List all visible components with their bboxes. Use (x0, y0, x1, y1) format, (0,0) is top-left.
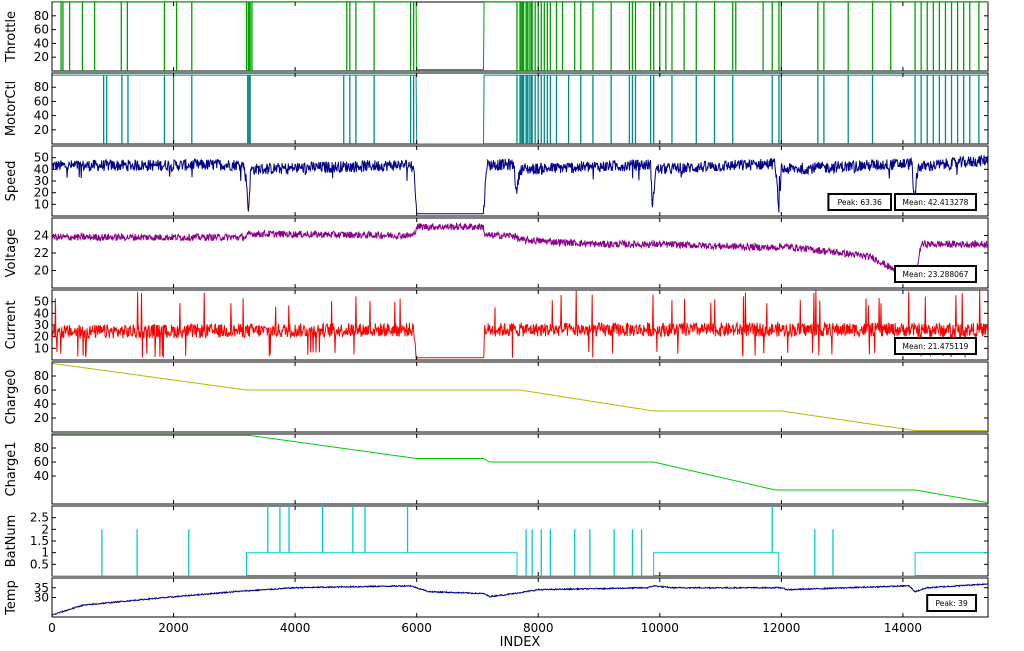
x-tick-label: 12000 (762, 621, 800, 635)
annotation-box (894, 265, 977, 283)
y-tick-label: 20 (34, 50, 49, 64)
y-tick-label: 40 (34, 36, 49, 50)
y-tick-label: 60 (34, 94, 49, 108)
y-tick-label: 80 (34, 80, 49, 94)
series-line (52, 154, 988, 215)
y-tick-label: 2 (41, 522, 49, 536)
series-group (52, 434, 988, 504)
annotation-label: Peak: 39 (935, 599, 967, 608)
annotation-box (827, 193, 893, 211)
y-tick-label: 60 (34, 455, 49, 469)
annotation-label: Mean: 42.413278 (903, 198, 969, 207)
series-group (52, 154, 988, 215)
y-tick-label: 20 (34, 264, 49, 278)
y-axis-label: MotorCtl (4, 81, 19, 136)
annotation-box (926, 594, 978, 612)
y-tick-label: 1.5 (30, 534, 49, 548)
y-axis-label: Charge1 (4, 442, 19, 497)
y-tick-label: 35 (34, 581, 49, 595)
series-group (52, 2, 988, 71)
series-group (52, 74, 988, 144)
y-tick-label: 30 (34, 318, 49, 332)
panel-voltage: 20 22 24 Voltage Mean: 23.288067 (4, 217, 989, 289)
series-line (52, 2, 988, 71)
x-tick-label: 4000 (280, 621, 311, 635)
y-tick-label: 0.5 (30, 557, 49, 571)
y-axis-label: Current (4, 301, 19, 350)
y-tick-label: 1 (41, 546, 49, 560)
y-tick-label: 10 (34, 341, 49, 355)
y-tick-label: 20 (34, 330, 49, 344)
y-tick-label: 20 (34, 123, 49, 137)
x-tick-label: 0 (48, 621, 56, 635)
series-line (52, 434, 988, 504)
y-axis-label: Throttle (4, 11, 19, 63)
x-tick-label: 8000 (523, 621, 554, 635)
y-tick-label: 30 (34, 174, 49, 188)
y-tick-label: 40 (34, 469, 49, 483)
annotation-label: Mean: 21.475119 (903, 342, 969, 351)
series-group (52, 506, 988, 576)
y-tick-label: 20 (34, 186, 49, 200)
y-tick-label: 20 (34, 411, 49, 425)
y-tick-label: 22 (34, 246, 49, 260)
y-tick-label: 24 (34, 229, 49, 243)
y-tick-label: 80 (34, 441, 49, 455)
y-axis-label: BatNum (4, 515, 19, 568)
x-tick-label: 10000 (641, 621, 679, 635)
annotation-label: Peak: 63.36 (838, 198, 882, 207)
series-group (52, 290, 988, 360)
y-tick-label: 50 (34, 151, 49, 165)
series-line (52, 583, 988, 616)
series-line (52, 290, 988, 360)
y-tick-label: 80 (34, 9, 49, 23)
x-tick-label: 6000 (401, 621, 432, 635)
series-line (52, 362, 988, 432)
y-tick-label: 2.5 (30, 511, 49, 525)
panel-frame (51, 361, 989, 433)
x-tick-label: 14000 (884, 621, 922, 635)
x-axis-label: INDEX (500, 635, 541, 650)
y-tick-label: 60 (34, 383, 49, 397)
annotation-box (894, 193, 977, 211)
series-line (52, 552, 988, 576)
panel-frame (51, 577, 989, 618)
y-tick-label: 40 (34, 109, 49, 123)
series-line (52, 74, 988, 144)
series-group (52, 583, 988, 616)
panel-frame (51, 433, 989, 505)
y-tick-label: 50 (34, 295, 49, 309)
y-tick-label: 80 (34, 369, 49, 383)
y-axis-label: Voltage (4, 229, 19, 278)
annotation-label: Mean: 23.288067 (903, 270, 969, 279)
x-tick-label: 2000 (158, 621, 189, 635)
panel-batnum: 0.511.522.5 BatNum (4, 505, 989, 577)
y-axis-label: Temp (4, 580, 19, 616)
series-group (52, 221, 988, 282)
y-tick-label: 40 (34, 397, 49, 411)
panel-frame (51, 505, 989, 577)
y-tick-label: 60 (34, 23, 49, 37)
y-axis-label: Speed (4, 161, 19, 202)
y-tick-label: 10 (34, 197, 49, 211)
series-line (52, 221, 988, 282)
y-tick-label: 40 (34, 306, 49, 320)
y-tick-label: 30 (34, 591, 49, 605)
series-group (52, 362, 988, 432)
annotation-box (894, 337, 977, 355)
y-axis-label: Charge0 (4, 370, 19, 425)
y-tick-label: 40 (34, 162, 49, 176)
